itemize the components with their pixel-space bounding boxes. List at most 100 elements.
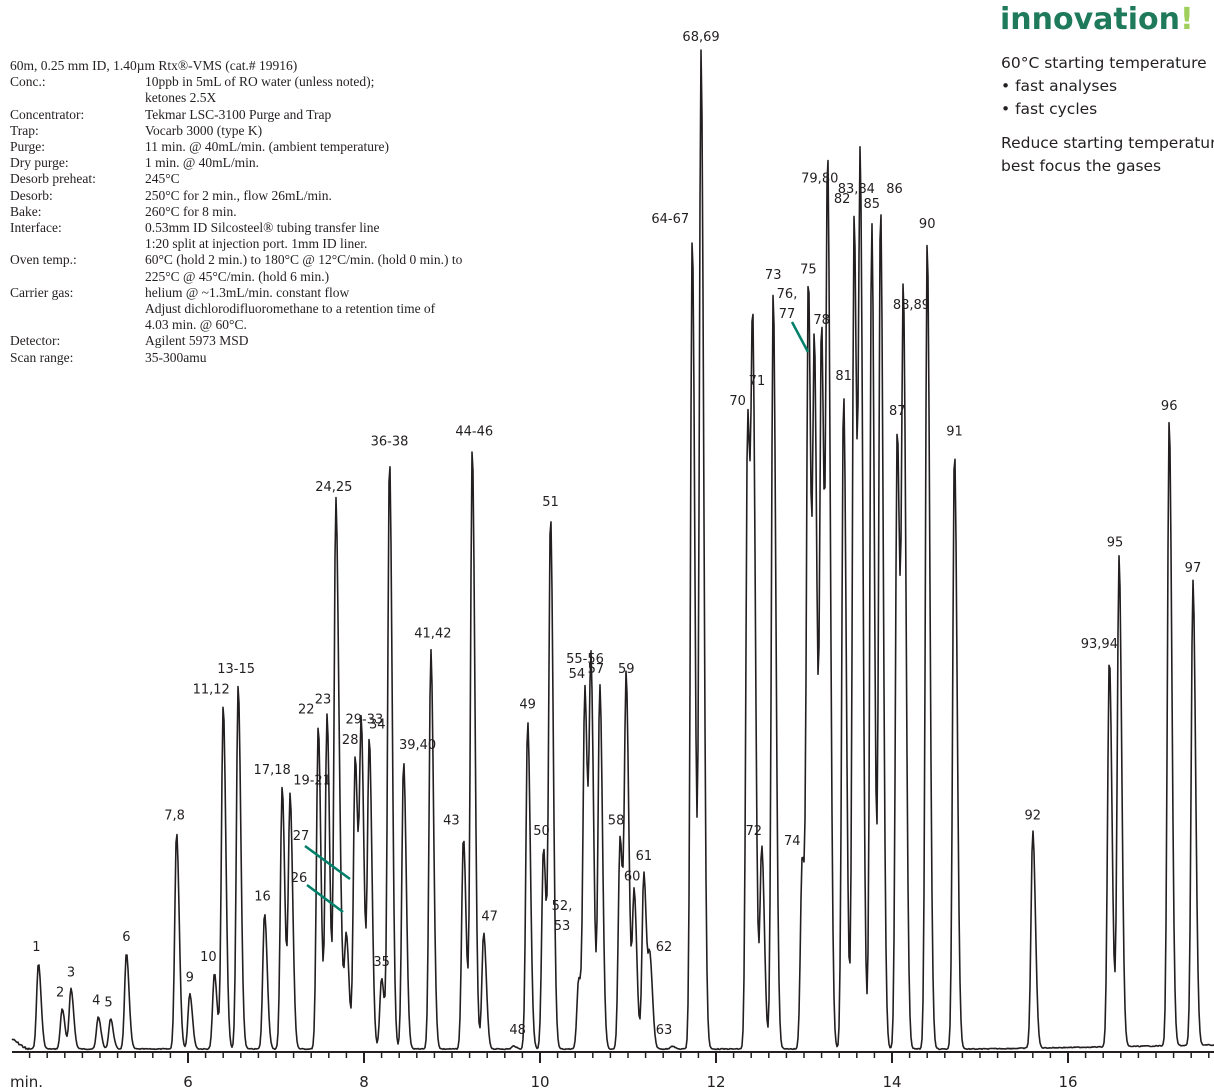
peak-label: 64-67 [651, 212, 689, 227]
condition-key: Scan range: [10, 349, 74, 365]
condition-value: 225°C @ 45°C/min. (hold 6 min.) [145, 268, 330, 284]
peak-label: 88,89 [893, 298, 930, 313]
peak-label: 90 [919, 217, 936, 232]
peak-label: 36-38 [371, 435, 409, 450]
innovation-exclamation: ! [1180, 2, 1194, 37]
peak-label: 83,84 [838, 182, 875, 197]
condition-row: 60m, 0.25 mm ID, 1.40µm Rtx®-VMS (cat.# … [10, 58, 570, 74]
peak-label: 78 [813, 313, 830, 328]
condition-row: 1:20 split at injection port. 1mm ID lin… [10, 236, 570, 252]
peak-label: 2 [56, 986, 64, 1001]
peak-label: 82 [834, 192, 851, 207]
peak-label: 28 [342, 733, 359, 748]
peak-label: 53 [554, 919, 571, 934]
condition-key: Purge: [10, 139, 46, 155]
condition-value: 1 min. @ 40mL/min. [145, 155, 260, 171]
peak-label: 23 [315, 692, 332, 707]
peak-label: 50 [533, 824, 550, 839]
peak-label: 39,40 [399, 738, 436, 753]
condition-value: 4.03 min. @ 60°C. [145, 317, 247, 333]
peak-label: 68,69 [682, 30, 719, 45]
peak-label: 70 [729, 394, 746, 409]
peak-label: 26 [291, 871, 308, 886]
conditions-block: 60m, 0.25 mm ID, 1.40µm Rtx®-VMS (cat.# … [10, 58, 570, 366]
x-axis-label: min. [10, 1073, 43, 1090]
condition-key: Detector: [10, 333, 61, 349]
peak-label: 60 [624, 869, 641, 884]
peak-label: 43 [443, 814, 460, 829]
peak-label: 61 [636, 849, 653, 864]
condition-row: 225°C @ 45°C/min. (hold 6 min.) [10, 269, 570, 285]
condition-key: Oven temp.: [10, 252, 77, 268]
condition-row: Detector: Agilent 5973 MSD [10, 333, 570, 349]
peak-label: 54 [569, 667, 586, 682]
peak-label: 74 [784, 834, 801, 849]
peak-label: 86 [886, 182, 903, 197]
x-axis-tick-label: 12 [706, 1073, 725, 1090]
condition-row: Adjust dichlorodifluoromethane to a rete… [10, 301, 570, 317]
peak-label: 81 [835, 369, 852, 384]
condition-row: Trap: Vocarb 3000 (type K) [10, 123, 570, 139]
innovation-heading: innovation! [1000, 2, 1194, 37]
peak-label: 22 [298, 702, 315, 717]
peak-label: 13-15 [217, 662, 255, 677]
condition-value: 35-300amu [145, 349, 207, 365]
condition-row: Concentrator: Tekmar LSC-3100 Purge and T… [10, 107, 570, 123]
condition-row: ketones 2.5X [10, 90, 570, 106]
peak-label: 9 [186, 970, 194, 985]
x-axis-tick-label: 6 [183, 1073, 193, 1090]
peak-label: 4 [92, 994, 100, 1009]
condition-row: Dry purge: 1 min. @ 40mL/min. [10, 155, 570, 171]
peak-label: 75 [800, 263, 817, 278]
innovation-line: best focus the gases [1001, 157, 1162, 175]
condition-value: 250°C for 2 min., flow 26mL/min. [145, 187, 332, 203]
peak-label: 11,12 [193, 682, 230, 697]
peak-label: 1 [32, 940, 40, 955]
condition-row: Oven temp.: 60°C (hold 2 min.) to 180°C @… [10, 252, 570, 268]
peak-pointer-line [790, 321, 810, 353]
peak-label: 59 [618, 662, 635, 677]
condition-key: Dry purge: [10, 155, 69, 171]
peak-label: 97 [1185, 561, 1202, 576]
chromatogram-trace [11, 49, 1214, 1051]
peak-label: 41,42 [414, 627, 451, 642]
condition-key: Trap: [10, 122, 39, 138]
condition-value: 0.53mm ID Silcosteel® tubing transfer li… [145, 220, 380, 236]
peak-label: 35 [373, 955, 390, 970]
condition-row: Bake: 260°C for 8 min. [10, 204, 570, 220]
x-axis-tick-label: 10 [530, 1073, 549, 1090]
condition-value: 1:20 split at injection port. 1mm ID lin… [145, 236, 368, 252]
condition-row: Desorb: 250°C for 2 min., flow 26mL/min. [10, 188, 570, 204]
peak-label: 95 [1107, 536, 1124, 551]
condition-row: Scan range: 35-300amu [10, 350, 570, 366]
innovation-line: • fast cycles [1001, 100, 1098, 118]
x-axis-tick-label: 8 [359, 1073, 369, 1090]
peak-label: 34 [369, 718, 386, 733]
peak-label: 3 [67, 965, 75, 980]
peak-label: 87 [889, 404, 906, 419]
peak-label: 79,80 [801, 172, 838, 187]
peak-label: 24,25 [315, 480, 352, 495]
innovation-line: 60°C starting temperature [1001, 54, 1207, 72]
condition-value: ketones 2.5X [145, 90, 217, 106]
condition-value: 245°C [145, 171, 180, 187]
peak-label: 19-21 [293, 773, 331, 788]
peak-label: 55-56 [566, 652, 604, 667]
peak-label: 57 [588, 662, 605, 677]
condition-value: 60°C (hold 2 min.) to 180°C @ 12°C/min. … [145, 252, 463, 268]
innovation-title: innovation [1000, 2, 1180, 37]
peak-label: 10 [200, 950, 217, 965]
innovation-line: • fast analyses [1001, 77, 1118, 95]
peak-label: 71 [749, 374, 766, 389]
condition-key: Concentrator: [10, 106, 85, 122]
innovation-text: 60°C starting temperature • fast analyse… [1001, 52, 1214, 178]
peak-label: 92 [1025, 809, 1042, 824]
peak-label: 93,94 [1081, 637, 1118, 652]
condition-row: Interface: 0.53mm ID Silcosteel® tubing t… [10, 220, 570, 236]
condition-value: Adjust dichlorodifluoromethane to a rete… [145, 301, 436, 317]
condition-key: Carrier gas: [10, 284, 74, 300]
peak-pointer-line [306, 884, 344, 913]
peak-label: 6 [122, 930, 130, 945]
peak-label: 48 [509, 1023, 526, 1038]
